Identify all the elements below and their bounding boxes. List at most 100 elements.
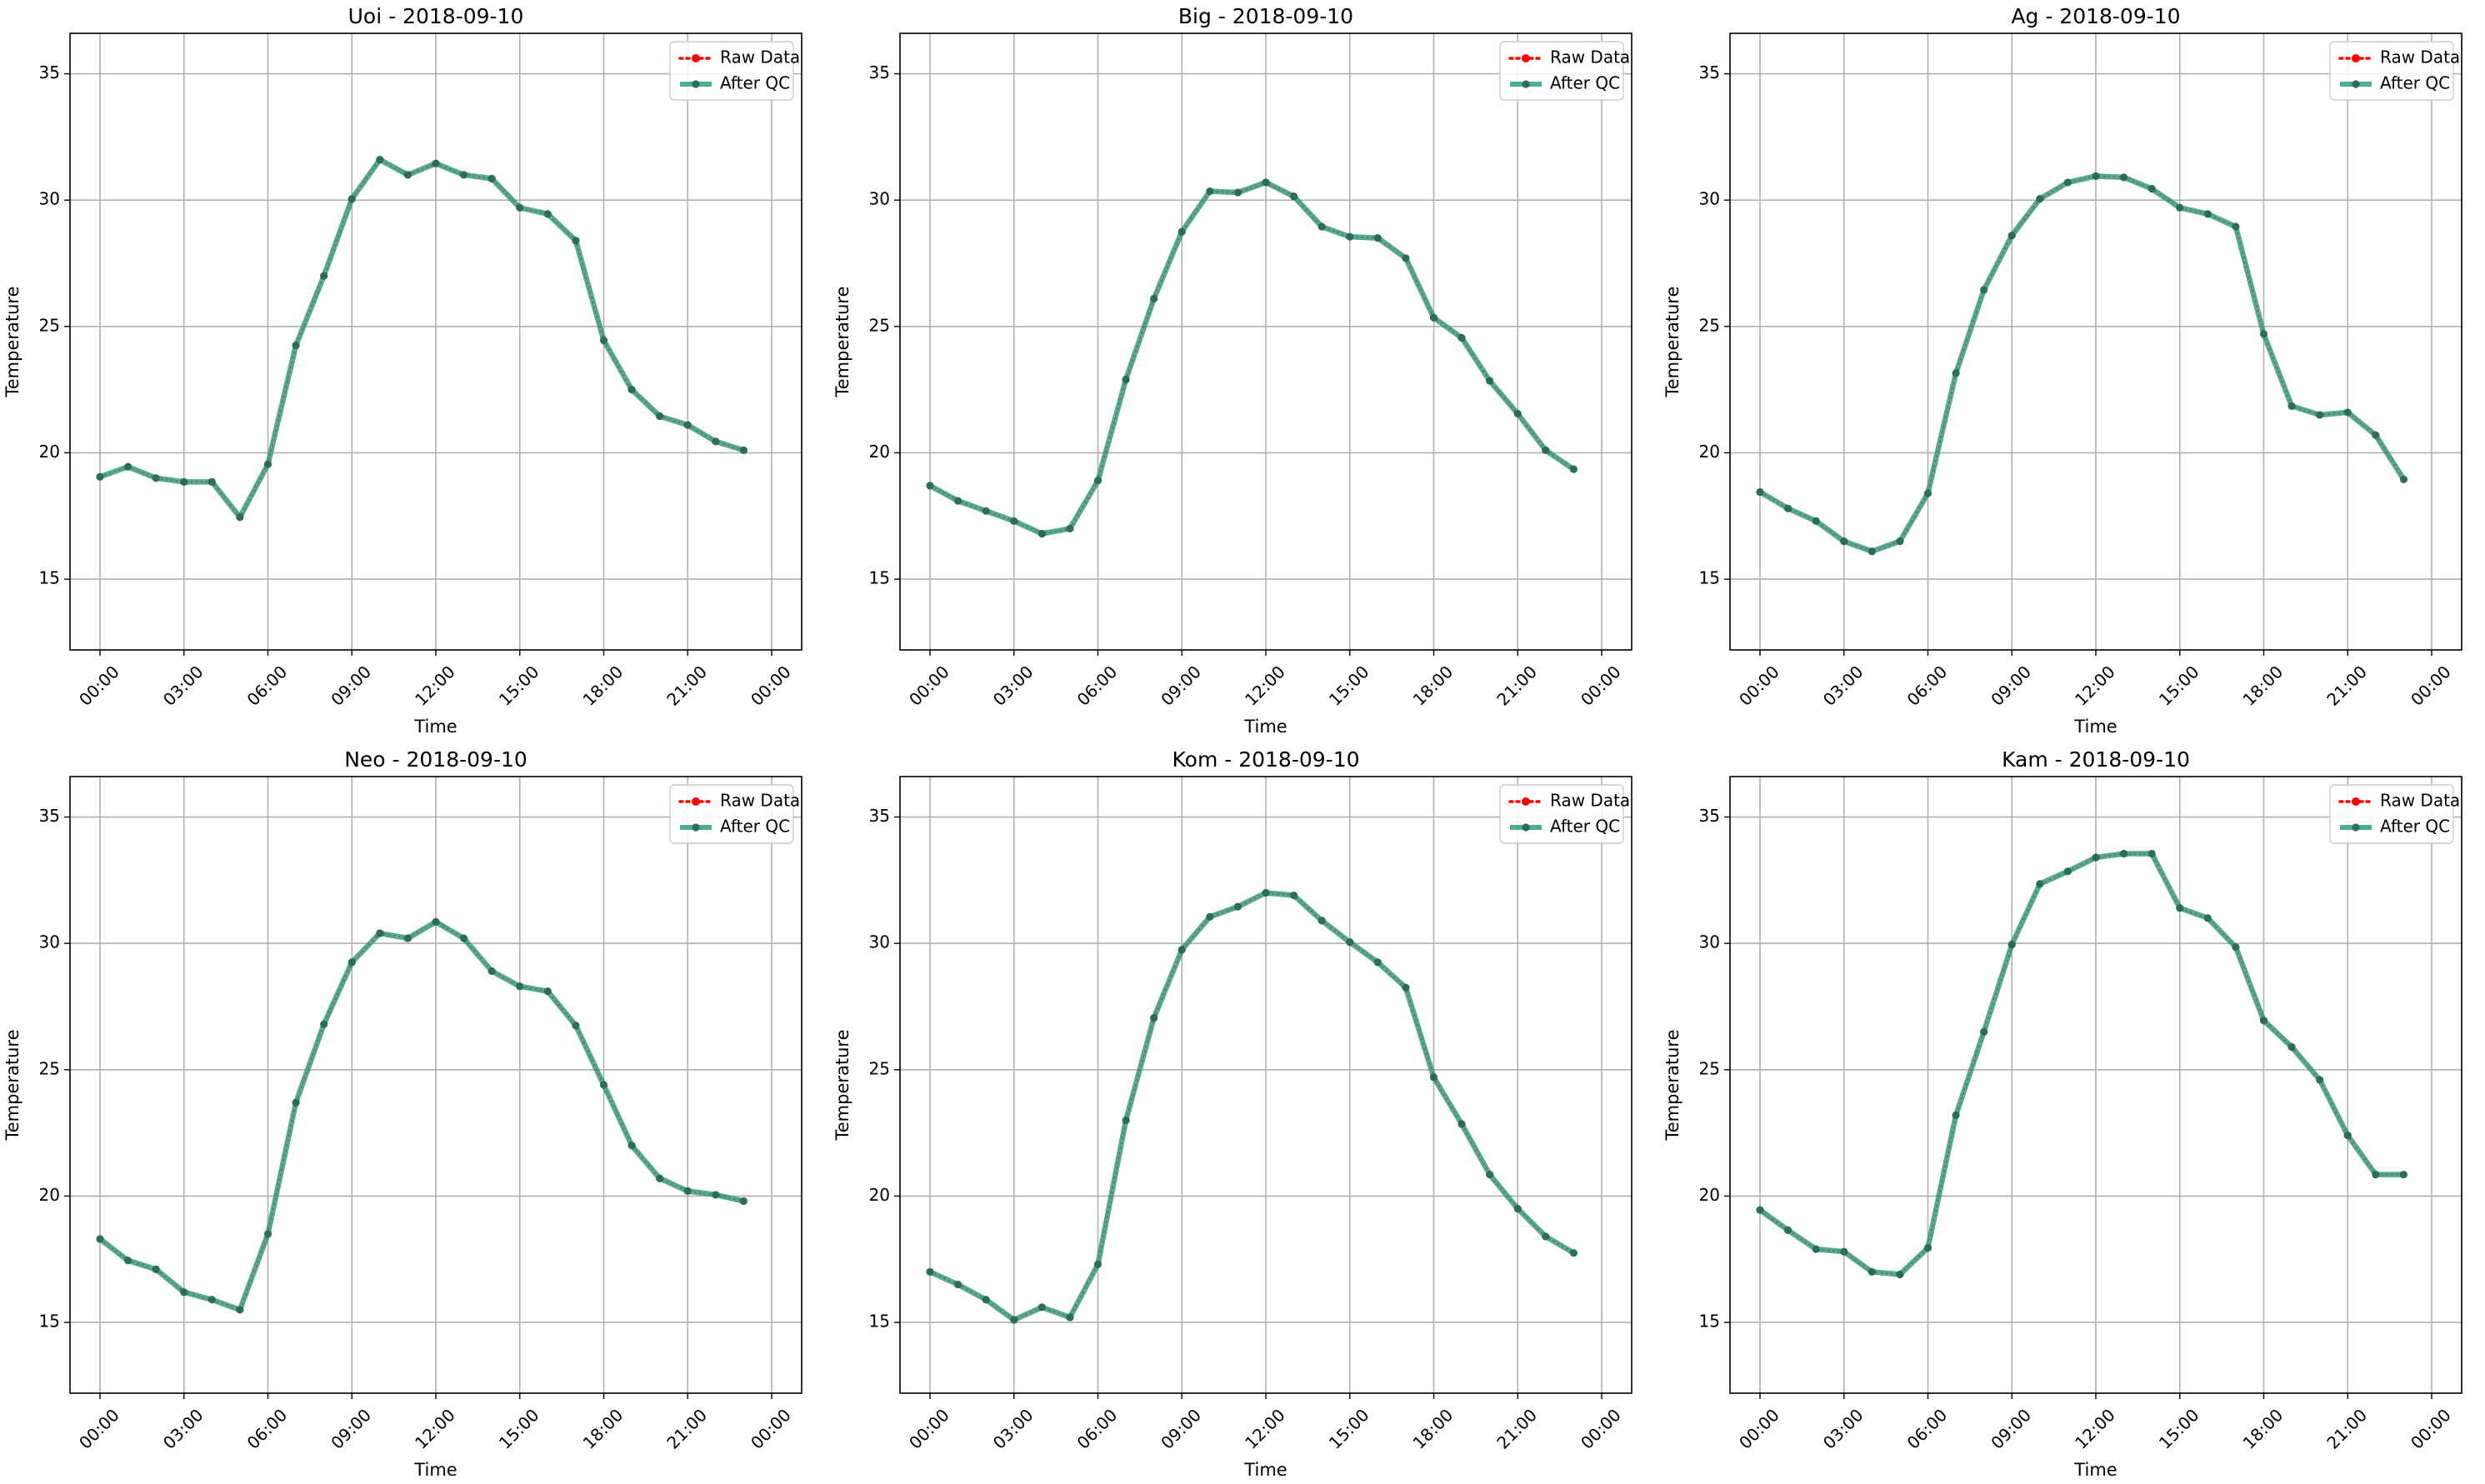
data-point-after-qc	[488, 967, 496, 976]
data-point-after-qc	[1542, 1232, 1550, 1241]
legend-marker-raw-data	[692, 54, 700, 62]
data-point-after-qc	[1980, 1027, 1988, 1036]
data-point-after-qc	[683, 421, 692, 429]
x-tick-label: 15:00	[2155, 662, 2203, 710]
x-tick-label: 00:00	[2407, 662, 2455, 710]
data-point-after-qc	[1402, 254, 1410, 262]
data-point-after-qc	[432, 917, 440, 926]
y-tick-label: 35	[1699, 806, 1720, 826]
y-tick-label: 25	[39, 1058, 60, 1078]
data-point-after-qc	[2259, 1017, 2268, 1025]
data-point-after-qc	[376, 156, 384, 164]
legend: Raw Data After QC	[1499, 784, 1630, 844]
x-tick-label: 12:00	[411, 1405, 459, 1453]
y-tick-label: 25	[39, 315, 60, 335]
x-tick-label: 21:00	[1492, 662, 1541, 710]
data-point-after-qc	[1010, 1316, 1018, 1324]
data-point-after-qc	[2343, 408, 2352, 417]
data-point-after-qc	[2372, 1171, 2380, 1179]
data-point-after-qc	[2203, 210, 2212, 218]
data-point-after-qc	[953, 1280, 962, 1289]
data-point-after-qc	[403, 934, 412, 942]
chart-panel-2: 00:00 03:00 06:00 09:00 12:00 15:00 18:00 21:00…	[1662, 4, 2462, 737]
data-point-after-qc	[348, 958, 356, 967]
x-tick-label: 21:00	[2322, 662, 2371, 710]
x-tick-label: 09:00	[1157, 1405, 1205, 1453]
legend-marker-after-qc	[1522, 80, 1530, 88]
data-point-after-qc	[1289, 891, 1298, 900]
x-tick-label: 00:00	[75, 1405, 123, 1453]
data-point-after-qc	[1038, 1303, 1046, 1312]
data-point-after-qc	[1122, 375, 1130, 384]
data-point-after-qc	[1318, 222, 1326, 231]
legend: Raw Data After QC	[1499, 41, 1630, 101]
chart-title: Kom - 2018-09-10	[1172, 747, 1360, 772]
data-point-after-qc	[459, 171, 468, 179]
data-point-after-qc	[1868, 547, 1876, 556]
data-point-after-qc	[926, 1267, 934, 1277]
y-tick-label: 25	[1699, 1058, 1720, 1078]
data-point-after-qc	[1542, 446, 1550, 455]
data-point-after-qc	[96, 472, 104, 481]
x-tick-label: 09:00	[327, 1405, 375, 1453]
data-point-after-qc	[543, 210, 552, 218]
x-tick-label: 12:00	[2071, 662, 2119, 710]
series-line-after-qc	[927, 890, 1577, 1323]
chart-title: Neo - 2018-09-10	[344, 747, 528, 772]
data-point-after-qc	[1289, 192, 1298, 201]
chart-panel-4: 00:00 03:00 06:00 09:00 12:00 15:00 18:00 21:00…	[832, 747, 1632, 1480]
data-point-after-qc	[1373, 234, 1382, 242]
x-tick-label: 18:00	[1409, 662, 1458, 710]
x-axis-label: Time	[1243, 1460, 1287, 1480]
y-tick-label: 20	[869, 1185, 890, 1205]
series-line-after-qc	[1757, 173, 2407, 554]
legend-label-raw-data: Raw Data	[1550, 47, 1630, 67]
y-tick-label: 35	[39, 62, 60, 82]
series-line-raw-data	[1759, 175, 2405, 552]
x-tick-label: 00:00	[747, 1405, 795, 1453]
y-axis-label: Temperature	[832, 1029, 852, 1141]
legend-marker-after-qc	[2352, 80, 2360, 88]
data-point-after-qc	[1783, 1226, 1792, 1234]
y-axis-label: Temperature	[1662, 1029, 1682, 1141]
legend: Raw Data After QC	[669, 41, 800, 101]
data-point-after-qc	[1373, 958, 1382, 967]
data-point-after-qc	[1346, 232, 1354, 241]
x-axis-label: Time	[413, 1460, 457, 1480]
data-point-after-qc	[683, 1187, 692, 1195]
x-tick-label: 03:00	[989, 1405, 1038, 1453]
data-point-after-qc	[599, 1081, 608, 1089]
data-point-after-qc	[488, 174, 496, 182]
y-tick-label: 15	[39, 568, 60, 588]
x-tick-label: 21:00	[2322, 1405, 2371, 1453]
data-point-after-qc	[1402, 983, 1410, 992]
x-tick-label: 00:00	[1735, 662, 1783, 710]
data-point-after-qc	[516, 203, 524, 212]
data-point-after-qc	[1066, 1313, 1074, 1322]
x-tick-label: 03:00	[1819, 662, 1868, 710]
data-point-after-qc	[1233, 188, 1242, 197]
data-point-after-qc	[1458, 333, 1466, 342]
x-tick-label: 00:00	[1735, 1405, 1783, 1453]
data-point-after-qc	[1896, 537, 1904, 546]
data-point-after-qc	[236, 513, 244, 522]
x-tick-label: 06:00	[1903, 1405, 1952, 1453]
y-tick-label: 35	[869, 806, 890, 826]
x-tick-label: 09:00	[327, 662, 375, 710]
data-point-after-qc	[1868, 1267, 1876, 1277]
chart-panel-0: 00:00 03:00 06:00 09:00 12:00 15:00 18:00 21:00…	[2, 4, 802, 737]
legend-label-after-qc: After QC	[1550, 73, 1620, 93]
x-tick-label: 09:00	[1987, 662, 2035, 710]
x-tick-label: 15:00	[1325, 1405, 1373, 1453]
legend-marker-after-qc	[2352, 823, 2360, 832]
data-point-after-qc	[1812, 1245, 1820, 1253]
y-tick-label: 20	[1699, 1185, 1720, 1205]
data-point-after-qc	[656, 412, 664, 421]
data-point-after-qc	[1458, 1120, 1466, 1128]
legend-marker-after-qc	[692, 80, 700, 88]
chart-title: Ag - 2018-09-10	[2011, 4, 2180, 28]
legend-label-raw-data: Raw Data	[2380, 47, 2460, 67]
x-axis-label: Time	[1243, 717, 1287, 737]
data-point-after-qc	[628, 386, 636, 394]
series-line-after-qc	[1757, 851, 2407, 1277]
